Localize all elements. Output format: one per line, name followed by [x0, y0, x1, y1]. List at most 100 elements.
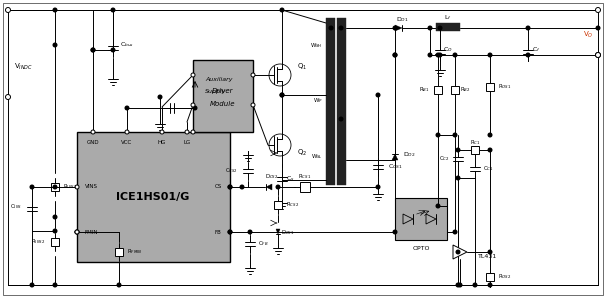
- Circle shape: [75, 230, 79, 234]
- Circle shape: [339, 26, 343, 30]
- Circle shape: [488, 283, 492, 287]
- Text: R$_{INS1}$: R$_{INS1}$: [63, 183, 78, 191]
- Text: Auxiliary: Auxiliary: [205, 77, 233, 83]
- Text: W$_{SH}$: W$_{SH}$: [310, 41, 323, 50]
- Text: L$_f$: L$_f$: [444, 13, 452, 22]
- Circle shape: [228, 230, 232, 234]
- Text: OPTO: OPTO: [412, 246, 430, 252]
- Circle shape: [251, 103, 255, 107]
- Circle shape: [248, 230, 252, 234]
- Circle shape: [75, 230, 79, 234]
- Circle shape: [280, 8, 284, 12]
- Text: R$_{INS2}$: R$_{INS2}$: [30, 238, 45, 246]
- Text: LG: LG: [184, 139, 191, 145]
- Circle shape: [30, 185, 34, 189]
- Text: Q$_2$: Q$_2$: [297, 148, 307, 158]
- Circle shape: [160, 130, 164, 134]
- Circle shape: [117, 283, 121, 287]
- Circle shape: [339, 117, 343, 121]
- Text: R$_{FMIN}$: R$_{FMIN}$: [127, 248, 142, 257]
- Circle shape: [228, 230, 232, 234]
- Circle shape: [488, 133, 492, 137]
- Circle shape: [473, 283, 477, 287]
- Circle shape: [436, 204, 440, 208]
- Circle shape: [436, 53, 440, 57]
- Text: Q$_1$: Q$_1$: [297, 62, 307, 72]
- Text: C$_{FB}$: C$_{FB}$: [258, 240, 268, 249]
- Polygon shape: [392, 154, 398, 160]
- Circle shape: [228, 185, 232, 189]
- Bar: [274, 201, 282, 209]
- Circle shape: [488, 250, 492, 254]
- Text: V$_{INDC}$: V$_{INDC}$: [14, 62, 33, 72]
- Circle shape: [191, 103, 195, 107]
- Circle shape: [91, 130, 95, 134]
- Text: W$_{SL}$: W$_{SL}$: [311, 153, 323, 162]
- Circle shape: [456, 250, 460, 254]
- Circle shape: [125, 130, 129, 134]
- Text: R$_{CS2}$: R$_{CS2}$: [286, 201, 299, 209]
- Circle shape: [596, 52, 601, 58]
- Bar: [471, 146, 479, 154]
- Circle shape: [376, 93, 380, 97]
- Circle shape: [393, 53, 397, 57]
- Bar: [486, 273, 494, 281]
- Text: R$_{OS1}$: R$_{OS1}$: [498, 83, 511, 91]
- Polygon shape: [276, 229, 280, 234]
- Bar: [51, 238, 59, 246]
- Circle shape: [596, 26, 600, 30]
- Bar: [51, 183, 59, 191]
- Circle shape: [428, 26, 432, 30]
- Circle shape: [596, 52, 601, 58]
- Bar: [395, 198, 447, 240]
- Circle shape: [193, 106, 197, 110]
- Text: TL431: TL431: [478, 254, 498, 260]
- Text: HG: HG: [158, 139, 166, 145]
- Bar: [77, 132, 230, 262]
- Circle shape: [75, 185, 79, 189]
- Circle shape: [393, 53, 397, 57]
- Bar: [486, 83, 494, 91]
- Text: D$_{CS1}$: D$_{CS1}$: [281, 229, 295, 238]
- Bar: [115, 248, 123, 256]
- Circle shape: [111, 8, 115, 12]
- Circle shape: [280, 93, 284, 97]
- Circle shape: [111, 48, 115, 52]
- Circle shape: [488, 53, 492, 57]
- Circle shape: [30, 283, 34, 287]
- Circle shape: [456, 148, 460, 152]
- Text: Driver: Driver: [212, 88, 234, 94]
- Circle shape: [393, 26, 397, 30]
- Text: C$_f$: C$_f$: [531, 46, 541, 55]
- Text: C$_{C2}$: C$_{C2}$: [439, 155, 450, 163]
- Text: D$_{O2}$: D$_{O2}$: [403, 150, 416, 159]
- Polygon shape: [453, 245, 467, 259]
- Circle shape: [240, 185, 244, 189]
- Text: FMIN: FMIN: [84, 229, 98, 235]
- Circle shape: [191, 73, 195, 77]
- Text: GND: GND: [87, 139, 99, 145]
- Text: FB: FB: [215, 229, 221, 235]
- Text: VINS: VINS: [84, 184, 98, 190]
- Circle shape: [185, 130, 189, 134]
- Bar: [337, 18, 346, 185]
- Text: C$_s$: C$_s$: [285, 175, 295, 184]
- Circle shape: [5, 94, 10, 100]
- Circle shape: [456, 283, 460, 287]
- Bar: [434, 86, 442, 94]
- Circle shape: [75, 230, 79, 234]
- Circle shape: [438, 26, 442, 30]
- Circle shape: [91, 48, 95, 52]
- Circle shape: [53, 43, 57, 47]
- Circle shape: [488, 148, 492, 152]
- Circle shape: [191, 130, 195, 134]
- Text: C$_{C1}$: C$_{C1}$: [483, 164, 494, 173]
- Circle shape: [53, 229, 57, 233]
- Circle shape: [276, 185, 280, 189]
- Text: VCC: VCC: [121, 139, 133, 145]
- Text: Supply: Supply: [205, 89, 227, 94]
- Text: R$_{CS1}$: R$_{CS1}$: [298, 173, 311, 181]
- Circle shape: [526, 53, 530, 57]
- Text: V$_O$: V$_O$: [582, 30, 593, 40]
- Polygon shape: [266, 184, 272, 190]
